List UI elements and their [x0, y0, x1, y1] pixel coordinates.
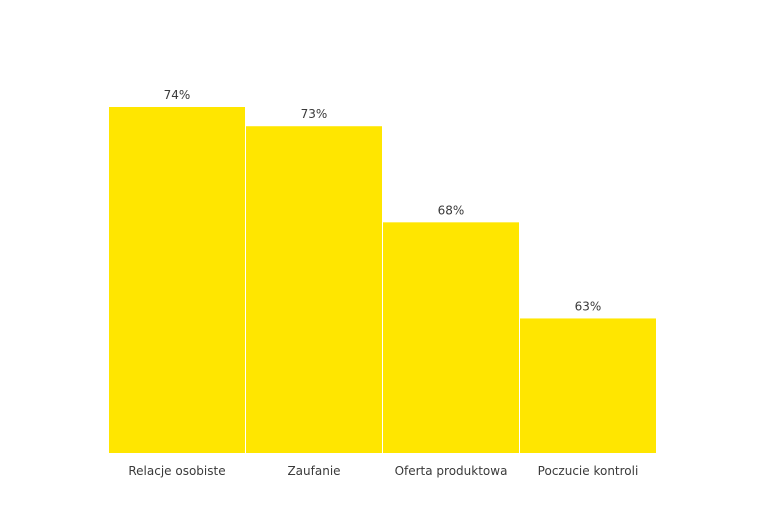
value-label-0: 74% — [164, 88, 191, 102]
value-label-2: 68% — [438, 203, 465, 217]
value-label-3: 63% — [575, 299, 602, 313]
bar-1 — [246, 126, 382, 453]
bars-group — [109, 107, 656, 453]
bar-3 — [520, 318, 656, 453]
bar-2 — [383, 222, 519, 453]
value-labels-group: 74% 73% 68% 63% — [164, 88, 602, 313]
bar-0 — [109, 107, 245, 453]
x-tick-label-0: Relacje osobiste — [128, 464, 225, 478]
value-label-1: 73% — [301, 107, 328, 121]
x-axis-tick-labels: Relacje osobiste Zaufanie Oferta produktow… — [128, 464, 638, 478]
x-tick-label-1: Zaufanie — [287, 464, 340, 478]
x-tick-label-3: Poczucie kontroli — [538, 464, 639, 478]
x-tick-label-2: Oferta produktowa — [395, 464, 508, 478]
